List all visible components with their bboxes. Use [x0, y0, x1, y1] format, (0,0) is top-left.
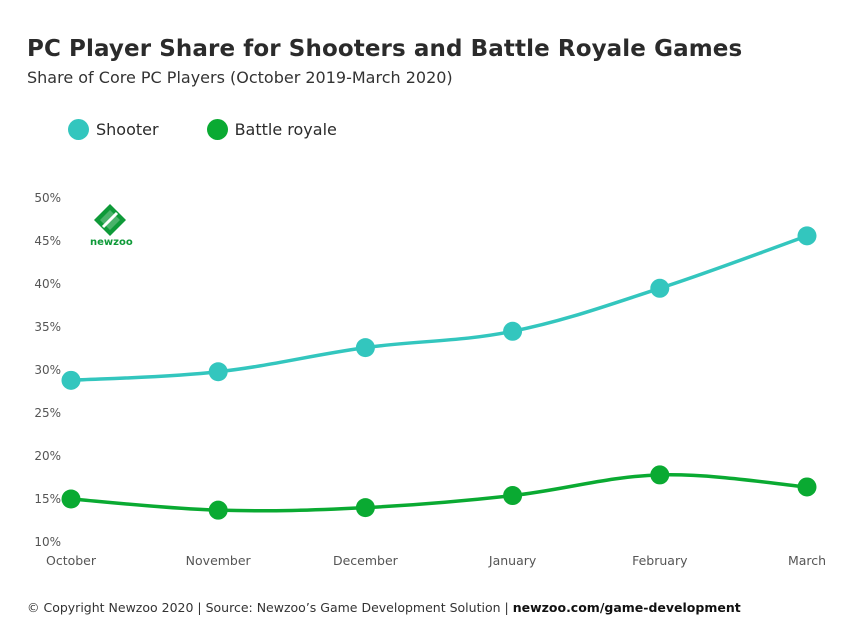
legend-item-shooter: Shooter	[68, 118, 159, 140]
y-tick-label: 45%	[34, 234, 61, 248]
data-point-battle-royale	[650, 465, 670, 485]
y-tick-label: 40%	[34, 277, 61, 291]
x-tick-label: December	[333, 553, 399, 568]
newzoo-logo-icon	[94, 204, 126, 236]
x-tick-label: March	[788, 553, 826, 568]
footer-copyright: © Copyright Newzoo 2020 | Source: Newzoo…	[27, 600, 513, 615]
data-point-shooter	[650, 278, 670, 298]
legend-marker-shooter	[68, 118, 89, 140]
x-tick-label: October	[46, 553, 97, 568]
data-point-shooter	[61, 370, 81, 390]
x-tick-label: November	[186, 553, 252, 568]
legend-item-battle-royale: Battle royale	[206, 118, 337, 140]
legend-label-battle-royale: Battle royale	[234, 119, 337, 139]
y-tick-label: 25%	[34, 406, 61, 420]
data-point-shooter	[503, 321, 523, 341]
y-tick-label: 30%	[34, 363, 61, 377]
y-tick-label: 50%	[34, 191, 61, 205]
legend-marker-battle-royale	[206, 118, 228, 140]
x-tick-label: February	[632, 553, 688, 568]
y-tick-label: 35%	[34, 320, 61, 334]
data-point-shooter	[355, 338, 375, 358]
x-tick-label: January	[488, 553, 537, 568]
newzoo-logo-text: newzoo	[90, 237, 133, 248]
data-point-battle-royale	[208, 500, 228, 520]
footer: © Copyright Newzoo 2020 | Source: Newzoo…	[27, 600, 741, 615]
chart-subtitle: Share of Core PC Players (October 2019-M…	[27, 68, 453, 87]
series-line-shooter	[69, 234, 809, 383]
y-tick-label: 10%	[34, 535, 61, 549]
y-tick-label: 15%	[34, 492, 61, 506]
data-point-shooter	[208, 362, 228, 382]
data-point-battle-royale	[61, 489, 81, 509]
data-point-battle-royale	[797, 477, 817, 497]
legend: Shooter Battle royale	[68, 117, 385, 141]
y-tick-label: 20%	[34, 449, 61, 463]
chart-title: PC Player Share for Shooters and Battle …	[27, 36, 743, 62]
legend-label-shooter: Shooter	[96, 119, 159, 139]
series-line-battle-royale	[69, 473, 809, 513]
data-point-shooter	[797, 226, 817, 246]
data-point-battle-royale	[503, 486, 523, 506]
data-point-battle-royale	[355, 498, 375, 518]
footer-link[interactable]: newzoo.com/game-development	[512, 600, 741, 615]
